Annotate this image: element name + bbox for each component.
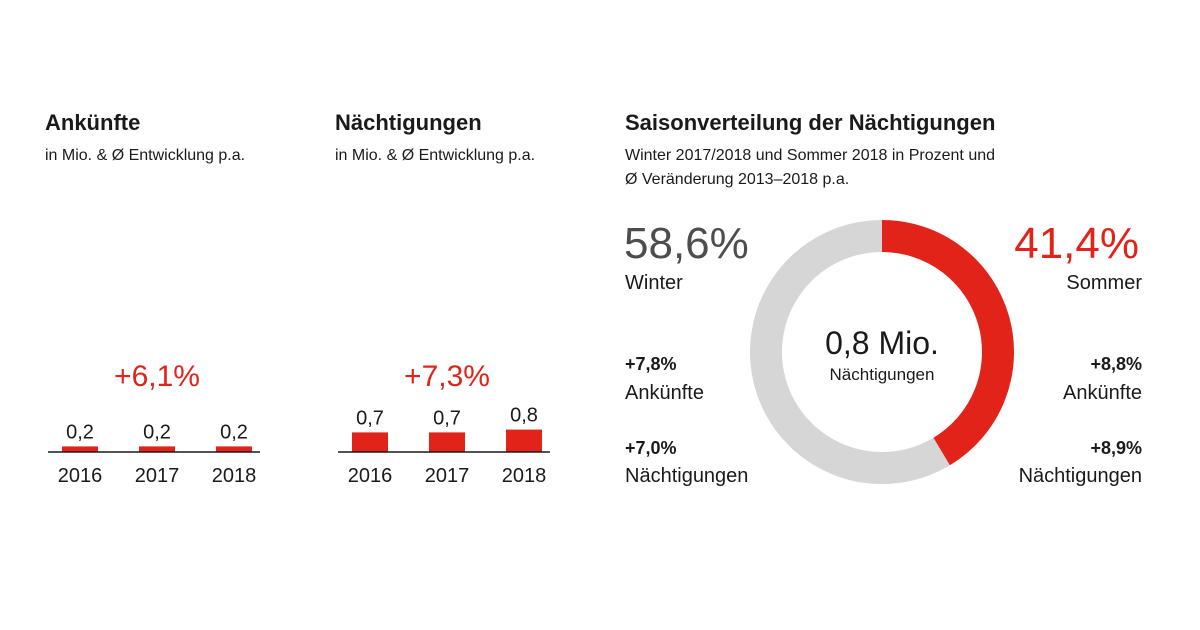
summer-label: Sommer (1066, 272, 1142, 294)
winter-nights-label: Nächtigungen (625, 465, 749, 487)
arrivals-category-label-2017: 2017 (135, 465, 180, 487)
arrivals-bar-2018 (216, 446, 252, 452)
arrivals-bar-2017 (139, 446, 175, 452)
winter-nights-change: +7,0% (625, 438, 677, 458)
season-subtitle-line1: Winter 2017/2018 und Sommer 2018 in Proz… (625, 147, 996, 164)
arrivals-category-label-2016: 2016 (58, 465, 103, 487)
summer-arrivals-change: +8,8% (1090, 354, 1142, 374)
season-donut-chart: 0,8 Mio. Nächtigungen (750, 220, 1014, 484)
nights-bar-2018 (506, 429, 542, 452)
winter-label: Winter (625, 272, 683, 294)
nights-value-label-2016: 0,7 (356, 407, 384, 429)
nights-subtitle: in Mio. & Ø Entwicklung p.a. (335, 147, 536, 164)
season-subtitle-line2: Ø Veränderung 2013–2018 p.a. (625, 171, 850, 188)
nights-title: Nächtigungen (335, 110, 482, 135)
winter-percentage: 58,6% (624, 219, 749, 268)
arrivals-subtitle: in Mio. & Ø Entwicklung p.a. (45, 147, 246, 164)
summer-nights-label: Nächtigungen (1018, 465, 1142, 487)
nights-value-label-2018: 0,8 (510, 405, 538, 427)
winter-arrivals-change: +7,8% (625, 354, 677, 374)
arrivals-value-label-2017: 0,2 (143, 421, 171, 443)
winter-arrivals-label: Ankünfte (625, 382, 704, 404)
donut-slice-sommer (881, 220, 1014, 466)
arrivals-title: Ankünfte (45, 110, 141, 135)
arrivals-growth-annotation: +6,1% (114, 360, 200, 393)
nights-bar-2017 (429, 432, 465, 452)
summer-arrivals-label: Ankünfte (1063, 382, 1142, 404)
arrivals-category-label-2018: 2018 (212, 465, 257, 487)
nights-category-label-2018: 2018 (502, 465, 547, 487)
arrivals-bar-chart: +6,1% 0,2 2016 0,2 2017 0,2 2018 (48, 360, 260, 487)
donut-center-label: Nächtigungen (830, 365, 935, 384)
nights-bar-chart: +7,3% 0,7 2016 0,7 2017 0,8 2018 (338, 360, 550, 487)
season-title: Saisonverteilung der Nächtigungen (625, 110, 996, 135)
donut-center-value: 0,8 Mio. (825, 325, 939, 361)
nights-value-label-2017: 0,7 (433, 407, 461, 429)
arrivals-value-label-2016: 0,2 (66, 421, 94, 443)
nights-category-label-2017: 2017 (425, 465, 470, 487)
nights-bar-2016 (352, 432, 388, 452)
nights-category-label-2016: 2016 (348, 465, 393, 487)
summer-percentage: 41,4% (1014, 219, 1139, 268)
donut-slice-winter (750, 220, 950, 484)
arrivals-bar-2016 (62, 446, 98, 452)
summer-nights-change: +8,9% (1090, 438, 1142, 458)
nights-growth-annotation: +7,3% (404, 360, 490, 393)
arrivals-value-label-2018: 0,2 (220, 421, 248, 443)
